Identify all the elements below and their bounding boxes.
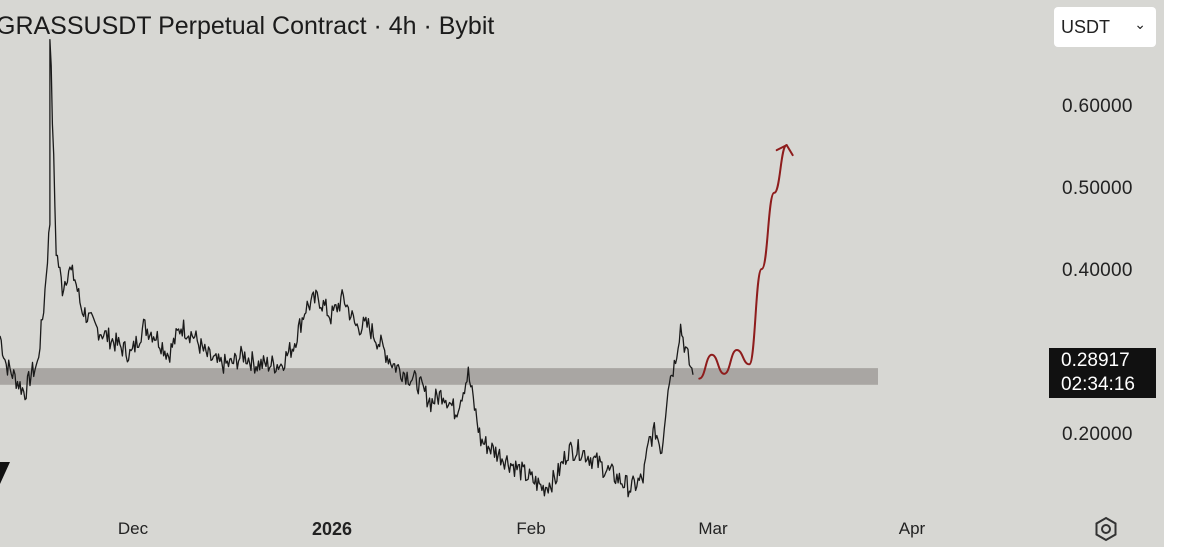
support-zone bbox=[0, 368, 878, 385]
currency-value: USDT bbox=[1061, 16, 1110, 37]
y-tick-label: 0.40000 bbox=[1062, 260, 1133, 281]
price-line bbox=[0, 38, 694, 498]
y-tick-label: 0.20000 bbox=[1062, 424, 1133, 445]
x-tick-label: Mar bbox=[698, 519, 728, 538]
bar-countdown: 02:34:16 bbox=[1061, 374, 1135, 395]
x-tick-label: Apr bbox=[898, 519, 926, 538]
last-price-tag: 0.28917 02:34:16 bbox=[1049, 348, 1156, 398]
x-tick-label: 2026 bbox=[311, 519, 353, 539]
x-tick-label: Dec bbox=[117, 519, 149, 538]
chart-title: GRASSUSDT Perpetual Contract · 4h · Bybi… bbox=[0, 12, 495, 40]
drawing-tool-mark bbox=[0, 462, 10, 484]
currency-select[interactable]: USDT ⌄ bbox=[1054, 7, 1156, 47]
last-price-value: 0.28917 bbox=[1061, 350, 1130, 371]
y-tick-label: 0.60000 bbox=[1062, 96, 1133, 117]
y-tick-label: 0.50000 bbox=[1062, 178, 1133, 199]
projection-path bbox=[698, 144, 788, 380]
scale-panel-edge bbox=[1164, 0, 1200, 547]
projection-arrowhead bbox=[775, 144, 794, 157]
x-tick-label: Feb bbox=[516, 519, 546, 538]
settings-icon[interactable] bbox=[1093, 516, 1119, 542]
chevron-down-icon: ⌄ bbox=[1134, 16, 1146, 32]
